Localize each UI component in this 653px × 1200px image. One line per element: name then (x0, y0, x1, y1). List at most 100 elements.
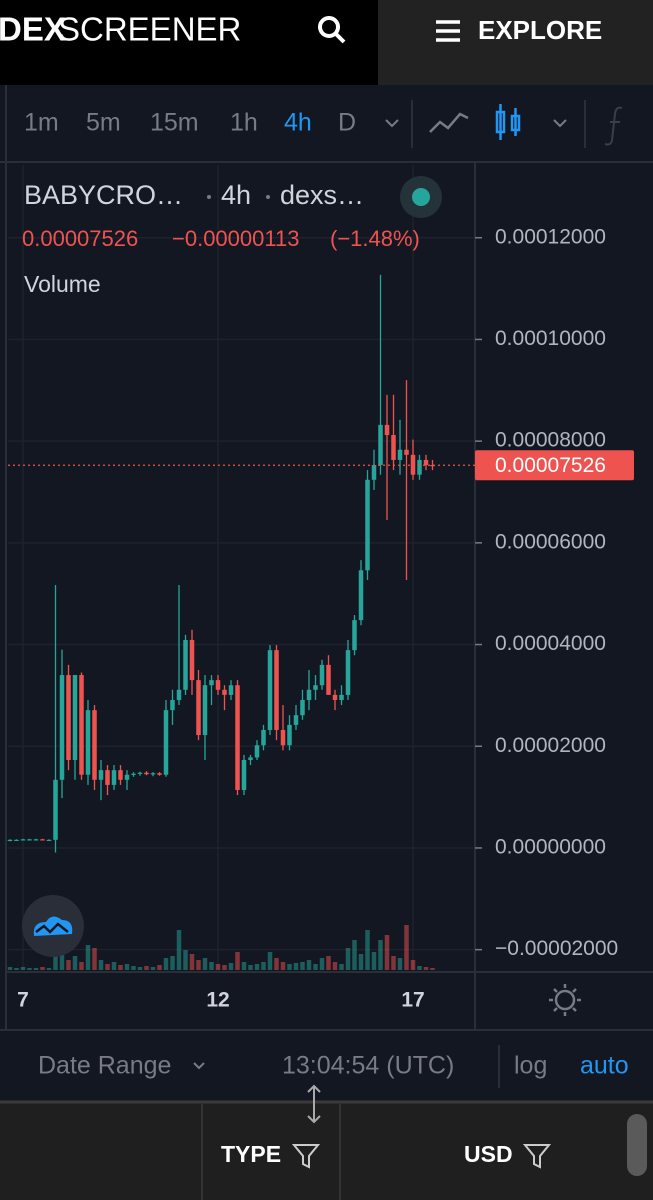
volume-bar (319, 958, 325, 970)
volume-bar (293, 963, 299, 970)
candle-icon[interactable] (495, 104, 521, 140)
logo-light[interactable]: SCREENER (58, 11, 241, 48)
volume-bar (339, 964, 344, 970)
search-icon[interactable] (318, 16, 346, 44)
currency-filter[interactable]: USD (464, 1141, 513, 1167)
candle-body (241, 759, 247, 790)
indicators-icon[interactable] (604, 106, 623, 146)
candle-body (46, 839, 52, 842)
volume-bar (105, 964, 110, 970)
candle-body (423, 459, 429, 466)
volume-bar (222, 965, 227, 970)
legend-exchange: dexs… (280, 180, 364, 210)
volume-bar (27, 968, 32, 970)
interval-button[interactable]: 1m (24, 109, 59, 137)
candle-body (20, 839, 26, 841)
resize-handle[interactable] (307, 1084, 321, 1124)
y-tick-label: 0.00008000 (495, 429, 606, 452)
candle-body (202, 685, 208, 736)
settings-icon[interactable] (549, 984, 581, 1016)
candle-body (92, 710, 97, 780)
volume-bar (144, 966, 149, 970)
candle-body (14, 839, 19, 842)
candle-body (66, 675, 71, 760)
log-toggle[interactable]: log (514, 1052, 547, 1080)
y-tick-label: 0.00000000 (495, 836, 606, 859)
volume-bar (46, 968, 52, 970)
interval-dropdown[interactable] (385, 119, 399, 128)
line-chart-icon[interactable] (429, 112, 469, 133)
currency-filter-icon[interactable] (522, 1144, 552, 1169)
volume-bar (72, 956, 78, 970)
volume-bar (209, 962, 214, 970)
candle-body (176, 689, 182, 700)
interval-button[interactable]: D (338, 109, 356, 137)
candle-body (124, 774, 130, 780)
chart-type-dropdown[interactable] (553, 119, 567, 128)
auto-toggle[interactable]: auto (580, 1052, 629, 1080)
date-range-button[interactable]: Date Range (38, 1052, 171, 1080)
volume-bar (131, 966, 136, 970)
scrollbar[interactable] (627, 1114, 647, 1176)
candle-body (27, 839, 32, 841)
y-tick-label: 0.00002000 (495, 734, 606, 757)
volume-bar (124, 964, 130, 970)
volume-bar (183, 950, 188, 970)
candle-body (235, 685, 240, 790)
explore-button[interactable]: EXPLORE (478, 15, 602, 45)
volume-bar (59, 952, 65, 970)
volume-bar (98, 960, 104, 970)
status-dot (412, 188, 430, 206)
menu-icon[interactable] (436, 20, 460, 42)
type-filter-icon[interactable] (291, 1144, 321, 1169)
candle-body (306, 689, 312, 700)
volume-bar (287, 964, 292, 970)
volume-bar (404, 925, 409, 970)
volume-bar (274, 958, 279, 970)
candle-body (274, 650, 279, 730)
candle-body (59, 675, 65, 780)
volume-bar (345, 948, 351, 970)
interval-button[interactable]: 1h (230, 109, 258, 137)
candle-body (228, 685, 234, 695)
interval-button[interactable]: 5m (86, 109, 121, 137)
candle-body (267, 650, 273, 730)
logo-bold[interactable]: DEX (0, 11, 66, 48)
volume-bar (163, 958, 169, 970)
axes: −0.00002000 0.00000000 0.00002000 0.0000400… (8, 225, 634, 1012)
clock: 13:04:54 (UTC) (282, 1052, 454, 1080)
candle-body (254, 745, 260, 758)
candle-body (170, 699, 175, 711)
candle-body (391, 435, 396, 460)
candle-body (261, 729, 266, 746)
candle-body (72, 675, 78, 760)
candle-body (53, 779, 58, 840)
legend-symbol[interactable]: BABYCRO… (24, 180, 183, 210)
candle-body (79, 675, 84, 775)
volume-bar (196, 960, 201, 970)
volume-bar (157, 965, 162, 970)
candle-body (118, 770, 123, 780)
volume-bar (306, 960, 312, 970)
candle-body (319, 664, 325, 686)
candle-body (98, 770, 104, 780)
interval-button[interactable]: 4h (284, 109, 312, 137)
candle-body (33, 839, 39, 841)
volume-bar (189, 954, 195, 970)
candle-body (163, 710, 169, 775)
candle-body (384, 424, 390, 436)
volume-bar (228, 963, 234, 970)
candle-body (339, 694, 344, 700)
type-filter[interactable]: TYPE (221, 1141, 281, 1167)
tv-logo (33, 916, 73, 936)
candle-body (404, 449, 409, 455)
header-left (0, 0, 378, 85)
y-tick-label: 0.00004000 (495, 632, 606, 655)
volume-bar (280, 962, 286, 970)
interval-button[interactable]: 15m (150, 109, 199, 137)
candle-body (293, 715, 299, 725)
candle-body (358, 570, 364, 621)
candle-body (7, 839, 13, 842)
